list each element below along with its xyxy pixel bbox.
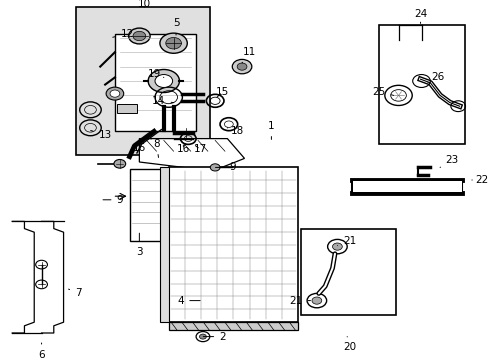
Circle shape xyxy=(106,87,123,100)
Circle shape xyxy=(232,59,251,74)
Circle shape xyxy=(155,75,172,87)
Bar xyxy=(160,167,168,322)
Text: 22: 22 xyxy=(471,175,488,185)
Text: 8: 8 xyxy=(153,139,160,157)
Text: 19: 19 xyxy=(147,69,163,79)
Text: 2: 2 xyxy=(203,332,225,342)
Text: 15: 15 xyxy=(215,87,229,97)
Circle shape xyxy=(160,33,187,53)
Bar xyxy=(168,322,298,330)
Circle shape xyxy=(114,159,125,168)
Text: 3: 3 xyxy=(136,233,142,257)
Text: 25: 25 xyxy=(371,87,393,97)
Circle shape xyxy=(311,297,321,304)
Text: 14: 14 xyxy=(152,96,173,106)
Circle shape xyxy=(133,31,145,41)
Text: 6: 6 xyxy=(38,343,45,360)
Circle shape xyxy=(165,37,181,49)
Text: 18: 18 xyxy=(227,126,244,136)
Text: 4: 4 xyxy=(177,296,200,306)
Bar xyxy=(117,104,137,113)
Bar xyxy=(129,169,166,241)
Text: 21: 21 xyxy=(288,296,310,306)
Text: 5: 5 xyxy=(172,18,179,35)
Circle shape xyxy=(148,69,179,93)
Circle shape xyxy=(128,28,150,44)
Text: 1: 1 xyxy=(267,121,274,139)
Bar xyxy=(352,181,461,192)
Text: 20: 20 xyxy=(343,337,355,352)
Text: 9: 9 xyxy=(103,195,123,205)
Bar xyxy=(115,34,195,131)
Bar xyxy=(76,7,210,155)
Circle shape xyxy=(110,90,120,97)
Text: 7: 7 xyxy=(68,288,81,298)
Circle shape xyxy=(199,334,206,339)
Text: 26: 26 xyxy=(427,72,444,83)
Circle shape xyxy=(332,243,342,250)
Text: 13: 13 xyxy=(90,130,112,140)
Text: 12: 12 xyxy=(113,29,134,39)
Text: 9: 9 xyxy=(215,162,235,172)
Bar xyxy=(168,167,298,322)
Text: 23: 23 xyxy=(439,155,458,167)
Text: 16: 16 xyxy=(176,144,190,154)
Bar xyxy=(300,229,395,315)
Text: 11: 11 xyxy=(242,47,256,63)
Polygon shape xyxy=(139,139,244,171)
Text: 16: 16 xyxy=(132,139,151,153)
Circle shape xyxy=(210,164,220,171)
Text: 21: 21 xyxy=(337,236,356,246)
Text: 17: 17 xyxy=(193,144,207,154)
Text: 10: 10 xyxy=(138,0,150,9)
Text: 24: 24 xyxy=(413,9,427,23)
Bar xyxy=(378,25,464,144)
Circle shape xyxy=(237,63,246,70)
